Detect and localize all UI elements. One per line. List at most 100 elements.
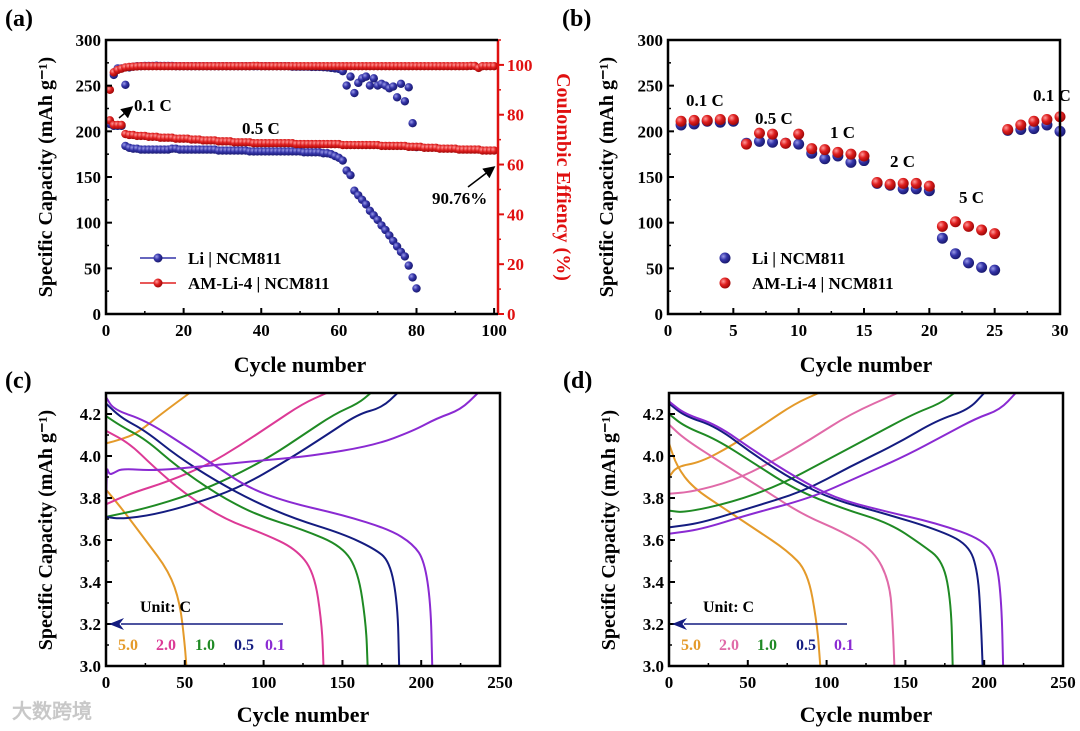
li-capacity-point [936,232,948,244]
rate-legend-label: 5.0 [118,637,138,654]
curve-discharge-2-0C [105,429,325,667]
am-li-4-capacity-point [923,180,935,192]
legend-label: AM-Li-4 | NCM811 [188,274,330,293]
x-tick-label: 200 [408,673,434,692]
y-tick-label: 3.6 [80,531,101,550]
panel-c-voltage-profiles-li: (c) 3.0 3.2 3.4 3.6 3.8 4.0 4.2 0 50 100 150 200 250 C… [5,368,513,727]
li-capacity-point [793,138,805,150]
x-tick-label: 50 [739,673,756,692]
li-capacity-point [338,156,347,165]
li-capacity-point [346,170,355,180]
y-tick-label: 3.4 [643,573,665,592]
y-tick-label: 3.8 [643,489,664,508]
am-li-4-capacity-point [819,144,831,156]
x-tick-label: 150 [893,673,919,692]
am-li-4-capacity-point [740,138,752,150]
y-tick-label: 250 [638,77,664,96]
x-axis-title: Cycle number [800,702,933,727]
curve-discharge-1-0C [668,413,954,667]
y-tick-label: 3.0 [643,657,664,676]
rate-label: 1 C [830,123,855,142]
am-li-4-capacity-point [793,128,805,140]
y-tick-label: 100 [638,214,664,233]
y2-tick-label: 0 [507,305,516,324]
x-tick-label: 80 [408,321,425,340]
rate-label: 0.5 C [755,109,793,128]
li-ce-point [404,83,413,92]
y-tick-label: 300 [76,31,102,50]
x-tick-label: 15 [856,321,873,340]
am-li-4-ce-point [105,85,115,95]
curve-discharge-0-5C [668,402,984,667]
x-tick-label: 5 [729,321,738,340]
x-tick-label: 40 [253,321,270,340]
am-li-4-capacity-point [675,115,687,127]
y-axis-title: Specific Capacity (mAh g⁻¹) [596,57,618,297]
am-li-4-capacity-point [989,228,1001,240]
y-tick-label: 4.0 [643,447,664,466]
plot-area [104,392,479,667]
x-tick-label: 0 [665,673,674,692]
am-li-4-capacity-point [1028,115,1040,127]
legend-marker [719,277,731,289]
li-ce-point [400,97,410,106]
x-tick-label: 20 [921,321,938,340]
rate-legend-label: 2.0 [719,637,739,654]
am-li-4-capacity-point [949,216,961,228]
x-axis-title: Cycle number [234,352,367,377]
am-li-4-capacity-point [976,224,988,236]
li-capacity-point [753,135,765,147]
rate-legend-label: 0.5 [796,637,816,654]
am-li-4-capacity-point [1002,124,1014,136]
y-tick-label: 100 [76,214,102,233]
x-axis-title: Cycle number [237,702,370,727]
curve-charge-2-0C [668,392,898,495]
am-li-4-capacity-point [753,127,765,139]
y-tick-label: 150 [638,168,664,187]
li-capacity-point [412,284,421,293]
rate-legend-label: 0.1 [265,637,285,654]
am-li-4-capacity-point [858,150,870,162]
annotation-retention: 90.76% [432,189,487,208]
x-tick-label: 100 [481,321,507,340]
li-ce-point [342,81,351,90]
x-axis-title: Cycle number [800,352,933,377]
legend-marker [719,252,731,264]
li-capacity-point [819,153,831,165]
plot-frame [104,391,502,668]
y-tick-label: 200 [638,122,664,141]
y-tick-label: 4.2 [643,405,664,424]
curve-charge-0-5C [668,392,985,529]
li-capacity-point [404,261,413,270]
y-axis-title: Specific Capacity (mAh g⁻¹) [35,410,57,650]
curve-charge-1-0C [668,392,955,513]
am-li-4-capacity-point [1015,119,1027,131]
y2-tick-label: 20 [507,255,524,274]
am-li-4-capacity-point [936,220,948,232]
y-axis-title: Specific Capacity (mAh g⁻¹) [35,57,57,297]
arrow-annotation [118,106,134,119]
li-capacity-point [963,257,975,269]
legend-marker [153,278,163,288]
x-tick-label: 200 [971,673,997,692]
am-li-4-capacity-point [910,177,922,189]
curve-discharge-2-0C [668,423,896,667]
x-tick-label: 150 [330,673,356,692]
plot-area [105,61,499,293]
am-li-4-capacity-point [1041,113,1053,125]
rate-legend-label: 5.0 [681,637,701,654]
y-tick-label: 3.0 [80,657,101,676]
curve-charge-1-0C [105,392,372,518]
li-capacity-point [767,136,779,148]
li-ce-point [365,81,375,90]
rate-legend-label: 1.0 [195,637,215,654]
li-ce-point [361,72,371,81]
plot-frame [104,38,498,316]
li-capacity-point [949,248,961,260]
li-capacity-point [845,156,857,168]
am-li-4-capacity-point [117,120,126,130]
li-ce-point [396,79,406,89]
y-tick-label: 50 [646,259,663,278]
am-li-4-capacity-point [963,220,975,232]
curve-discharge-0-1C [668,400,1005,667]
